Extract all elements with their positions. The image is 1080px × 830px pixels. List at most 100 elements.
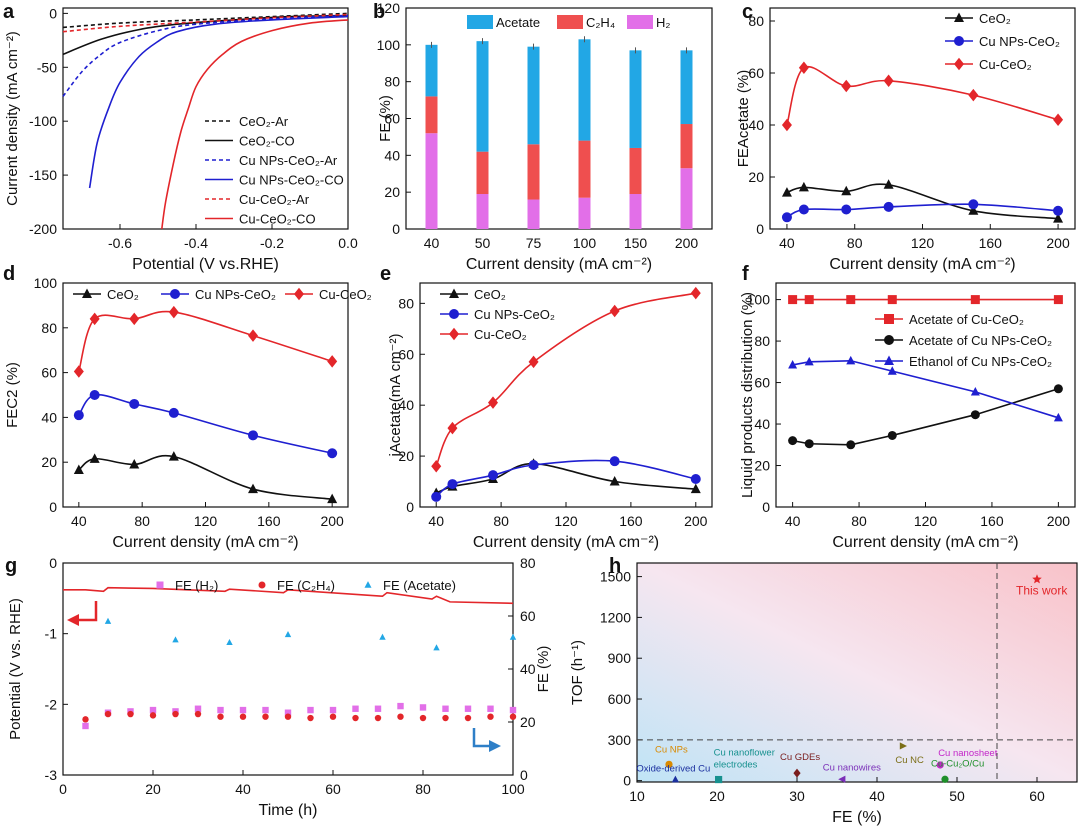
legend-entry: Acetate of Cu NPs-CeO₂ [909,333,1052,348]
data-point [431,460,442,473]
y2-tick-label: 40 [520,661,536,677]
y-tick-label: 300 [608,732,632,748]
y-axis-label: TOF (h⁻¹) [569,640,586,705]
data-point [846,295,856,305]
y-tick-label: 80 [384,74,400,90]
panel-label: c [742,1,753,23]
y-tick-label: 60 [384,111,400,127]
data-point [327,355,338,368]
legend-marker [82,288,92,298]
point-label: Cu nanoflower [714,748,775,759]
arrow-left-red [75,601,98,622]
panel-e: 40 80 120 160 200 0 20 40 60 80 Current density (m… [380,263,713,551]
legend-entry: Cu NPs-CeO₂ [195,287,276,302]
x-tick-label: 75 [526,235,542,251]
data-point [431,491,442,502]
y-tick-label: 20 [41,454,57,470]
panel-label: g [5,555,17,577]
x-tick-label: -0.6 [108,235,132,251]
data-point [374,705,382,712]
y-axis-label: Potential (V vs. RHE) [7,598,24,740]
panel-label: e [380,263,391,285]
legend-marker [449,288,459,298]
series-line [161,19,349,230]
y-tick-label: 60 [754,375,770,391]
y-tick-label: -2 [45,696,58,712]
y-tick-label: 100 [747,292,771,308]
x-tick-label: 160 [257,513,281,529]
bar-segment [680,168,693,229]
legend-entry: FE (C₂H₄) [277,578,335,593]
data-point [352,705,359,712]
data-point [968,88,979,102]
x-axis-label: Current density (mA cm⁻²) [473,534,659,551]
x-tick-label: 40 [71,513,87,529]
data-point [248,329,258,342]
legend-marker [449,327,459,341]
y2-tick-label: 0 [520,767,528,783]
x-tick-label: 160 [980,513,1004,529]
data-point [194,705,202,712]
bar-segment [476,194,489,229]
data-point [168,451,179,461]
data-point [226,638,233,646]
x-tick-label: 100 [573,235,597,251]
x-tick-label: 60 [325,781,341,797]
x-tick-label: -0.4 [184,235,208,251]
data-point [1053,384,1063,394]
y-tick-label: -50 [37,59,57,75]
y-tick-label: 80 [748,13,764,29]
x-tick-label: 40 [869,788,885,804]
bar-segment [527,144,540,200]
y-tick-label: 60 [748,65,764,81]
y-tick-label: 0 [756,221,764,237]
data-point [327,448,338,459]
data-point [528,355,539,369]
y-tick-label: 20 [754,458,770,474]
series-line [792,388,1059,446]
series-line [78,310,333,372]
y-tick-label: 20 [748,169,764,185]
y-tick-label: 80 [754,333,770,349]
legend-entry: Cu NPs-CeO₂-CO [239,173,344,188]
data-point [841,185,852,196]
x-tick-label: 40 [428,513,444,529]
data-point [846,355,856,365]
data-point [883,201,894,212]
panel-b: 0 20 40 60 80 100 120 Current density (mA cm⁻²)… [373,0,713,273]
data-point [89,312,100,326]
legend-entry: Cu-CeO₂ [474,327,527,342]
y-tick-label: 0 [762,499,770,515]
data-point [509,706,517,714]
y-tick-label: 40 [754,416,770,432]
x-tick-label: 80 [415,781,431,797]
data-point [168,407,179,418]
x-tick-label: 40 [235,781,251,797]
data-point [487,713,494,720]
data-point [968,205,979,215]
y-tick-label: 40 [384,147,400,163]
data-point [941,775,949,783]
legend-marker [884,355,894,365]
legend-marker [954,57,964,71]
data-point [239,713,247,720]
x-tick-label: 30 [789,788,805,804]
data-point [239,706,247,714]
legend-marker [364,581,372,588]
y-tick-label: 20 [398,448,414,464]
legend-entry: FE (H₂) [175,578,218,593]
data-point [82,722,89,730]
x-tick-label: 120 [914,513,938,529]
data-point [841,79,852,93]
bar-segment [680,50,693,125]
y-tick-label: 0 [49,5,57,21]
data-point [798,181,809,192]
data-point [936,761,944,769]
y-tick-label: 900 [608,650,632,666]
legend-marker [170,289,180,299]
data-point [488,470,498,481]
legend-marker [954,36,964,46]
data-point [374,714,382,722]
legend-marker [884,314,894,324]
data-point [804,295,814,305]
